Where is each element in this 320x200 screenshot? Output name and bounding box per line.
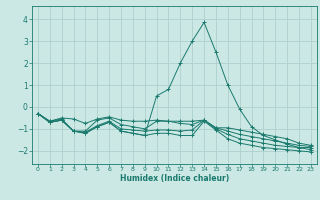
X-axis label: Humidex (Indice chaleur): Humidex (Indice chaleur) (120, 174, 229, 183)
